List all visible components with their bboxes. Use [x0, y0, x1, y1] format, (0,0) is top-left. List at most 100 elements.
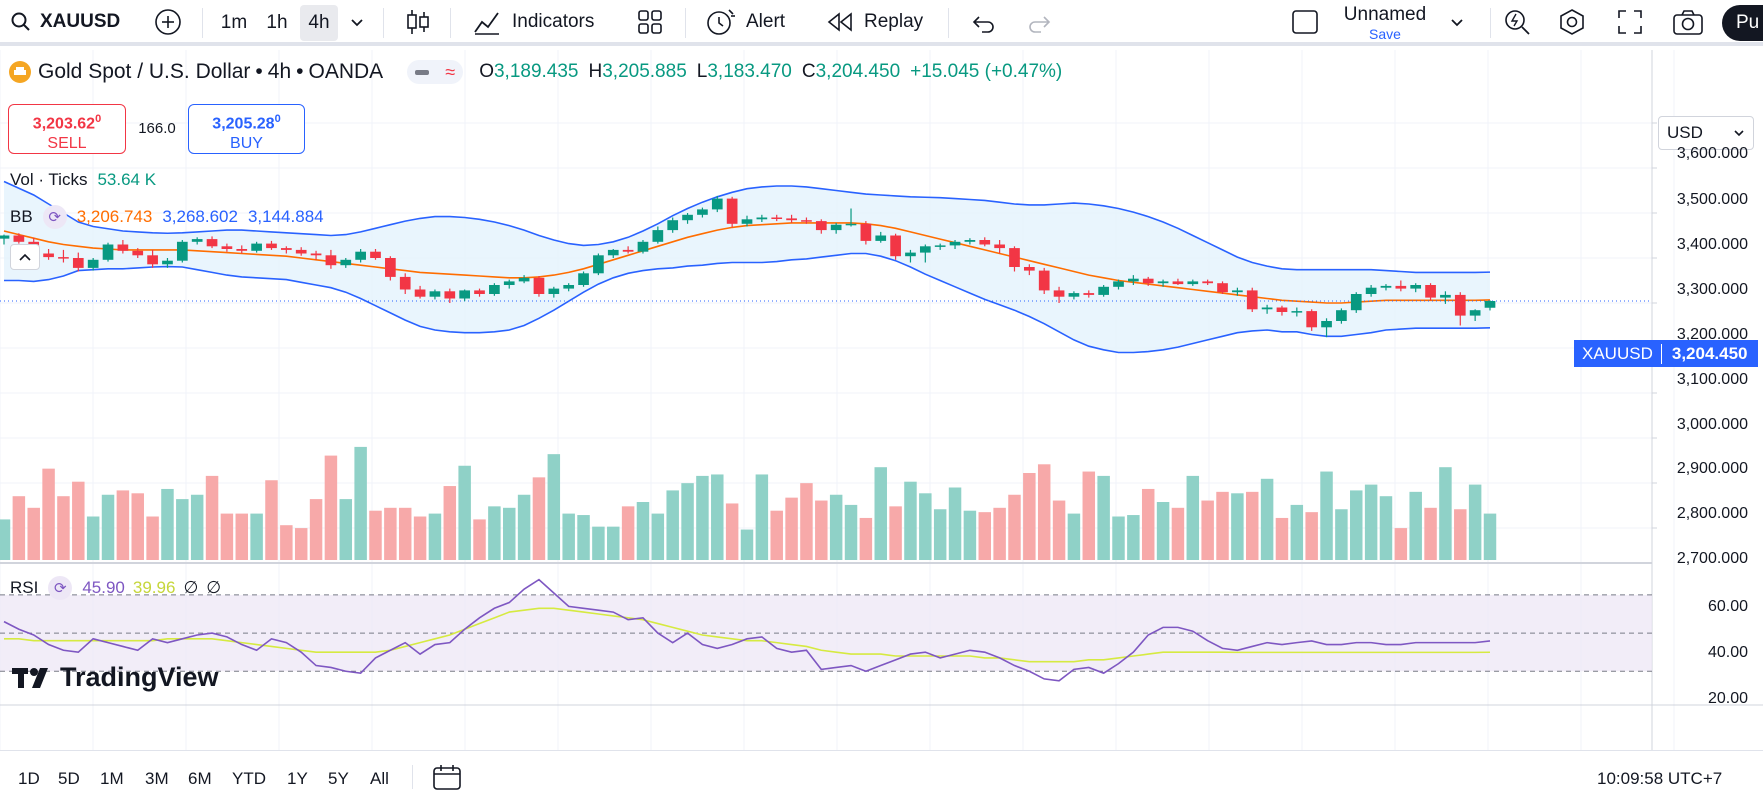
- square-icon: [1292, 10, 1318, 34]
- candle-body: [87, 259, 99, 268]
- candle-body: [994, 244, 1005, 249]
- refresh-icon[interactable]: ⟳: [42, 205, 67, 229]
- replay-button[interactable]: Replay: [826, 0, 923, 44]
- chart-pane[interactable]: Gold Spot / U.S. Dollar • 4h • OANDA ≈ O…: [0, 50, 1763, 792]
- top-toolbar: XAUUSD 1m 1h 4h Indicators Alert Replay …: [0, 0, 1763, 46]
- templates-button[interactable]: [636, 0, 664, 44]
- price-axis-label: 3,400.000: [1676, 236, 1748, 253]
- quick-search-button[interactable]: [1502, 0, 1532, 44]
- candle-body: [741, 219, 753, 224]
- layout-name-button[interactable]: Unnamed Save: [1335, 4, 1435, 42]
- range-button-6m[interactable]: 6M: [188, 769, 212, 788]
- indicators-button[interactable]: Indicators: [472, 0, 594, 44]
- range-button-1y[interactable]: 1Y: [287, 769, 308, 788]
- candle-body: [459, 290, 471, 299]
- candle-body: [593, 255, 604, 274]
- volume-bar: [1156, 502, 1170, 560]
- price-axis-label: 3,600.000: [1676, 145, 1748, 162]
- interval-1h[interactable]: 1h: [256, 5, 298, 41]
- tradingview-logo[interactable]: TradingView: [12, 662, 219, 693]
- volume-bar: [205, 475, 219, 560]
- interval-4h[interactable]: 4h: [300, 5, 338, 41]
- candle-body: [1469, 310, 1481, 316]
- currency-select[interactable]: USD: [1658, 116, 1754, 150]
- volume-bar: [1409, 491, 1422, 560]
- buy-button[interactable]: 3,205.280 BUY: [188, 104, 305, 154]
- volume-value: 53.64 K: [97, 170, 157, 189]
- candle-body: [385, 258, 396, 277]
- chart-type-button[interactable]: [405, 0, 431, 44]
- range-button-all[interactable]: All: [370, 769, 389, 788]
- interval-1m[interactable]: 1m: [213, 5, 255, 41]
- volume-legend: Vol · Ticks 53.64 K: [10, 170, 156, 190]
- lightning-search-icon: [1505, 10, 1530, 35]
- undo-button[interactable]: [970, 0, 996, 44]
- candle-body: [295, 249, 307, 254]
- volume-bar: [324, 455, 338, 560]
- candle-body: [355, 251, 366, 260]
- open-label: O: [479, 61, 494, 82]
- volume-bar: [369, 510, 382, 560]
- candle-body: [1246, 290, 1258, 310]
- compare-button[interactable]: [153, 0, 183, 44]
- candle-body: [890, 235, 901, 257]
- sell-button[interactable]: 3,203.620 SELL: [8, 104, 126, 154]
- candle-body: [875, 235, 887, 241]
- volume-bar: [1439, 467, 1452, 560]
- layout-dropdown[interactable]: [1448, 0, 1466, 44]
- goto-date-button[interactable]: [432, 763, 462, 796]
- chart-canvas[interactable]: [0, 50, 1763, 750]
- refresh-icon[interactable]: ⟳: [48, 576, 73, 600]
- range-button-5d[interactable]: 5D: [58, 769, 80, 788]
- symbol-search[interactable]: XAUUSD: [10, 0, 120, 44]
- candle-body: [1440, 294, 1451, 298]
- currency-label: USD: [1667, 123, 1703, 142]
- gold-coin-icon: [9, 61, 31, 83]
- range-button-5y[interactable]: 5Y: [328, 769, 349, 788]
- alarm-clock-icon: [707, 9, 735, 35]
- range-button-1d[interactable]: 1D: [18, 769, 40, 788]
- volume-bar: [413, 516, 427, 560]
- layout-checkbox[interactable]: [1290, 0, 1320, 44]
- interval-dropdown[interactable]: [348, 0, 366, 44]
- toolbar-divider: [1490, 8, 1491, 38]
- low-value: 3,183.470: [707, 61, 792, 82]
- chevron-down-icon: [1451, 19, 1463, 27]
- clock[interactable]: 10:09:58 UTC+7: [1597, 769, 1723, 788]
- volume-bar: [1037, 464, 1051, 560]
- buy-label: BUY: [230, 135, 263, 153]
- close-value: 3,204.450: [815, 61, 901, 82]
- volume-bar: [176, 499, 189, 560]
- settings-button[interactable]: [1557, 0, 1587, 44]
- collapse-legend-button[interactable]: [10, 244, 40, 270]
- alert-button[interactable]: Alert: [704, 0, 785, 44]
- candle-body: [726, 198, 738, 224]
- candle-body: [622, 249, 634, 252]
- volume-bar: [12, 496, 26, 560]
- range-button-3m[interactable]: 3M: [145, 769, 169, 788]
- volume-bar: [993, 507, 1006, 560]
- candle-body: [949, 241, 961, 246]
- rsi-axis-label: 40.00: [1707, 644, 1748, 661]
- candle-body: [0, 235, 10, 239]
- range-button-ytd[interactable]: YTD: [232, 769, 266, 788]
- redo-button[interactable]: [1027, 0, 1053, 44]
- grid-icon: [638, 10, 662, 34]
- candle-body: [1172, 281, 1184, 285]
- publish-button[interactable]: Pu: [1722, 5, 1763, 41]
- settings-hex-icon: [1560, 9, 1584, 35]
- candle-body: [266, 243, 277, 249]
- candle-body: [964, 240, 976, 242]
- snapshot-button[interactable]: [1672, 0, 1704, 44]
- bottom-toolbar: 1D 5D 1M 3M 6M YTD 1Y 5Y All 10:09:58 UTC+7: [0, 750, 1763, 800]
- bb-upper-value: 3,268.602: [162, 207, 238, 226]
- legend-status-pill[interactable]: ≈: [407, 60, 464, 84]
- volume-bar: [681, 483, 694, 560]
- range-button-1m[interactable]: 1M: [100, 769, 124, 788]
- fullscreen-button[interactable]: [1616, 0, 1644, 44]
- candle-body: [1350, 294, 1362, 311]
- volume-bar: [1052, 500, 1066, 560]
- volume-bar: [904, 481, 917, 560]
- candle-body: [1380, 285, 1392, 288]
- candle-body: [72, 258, 84, 268]
